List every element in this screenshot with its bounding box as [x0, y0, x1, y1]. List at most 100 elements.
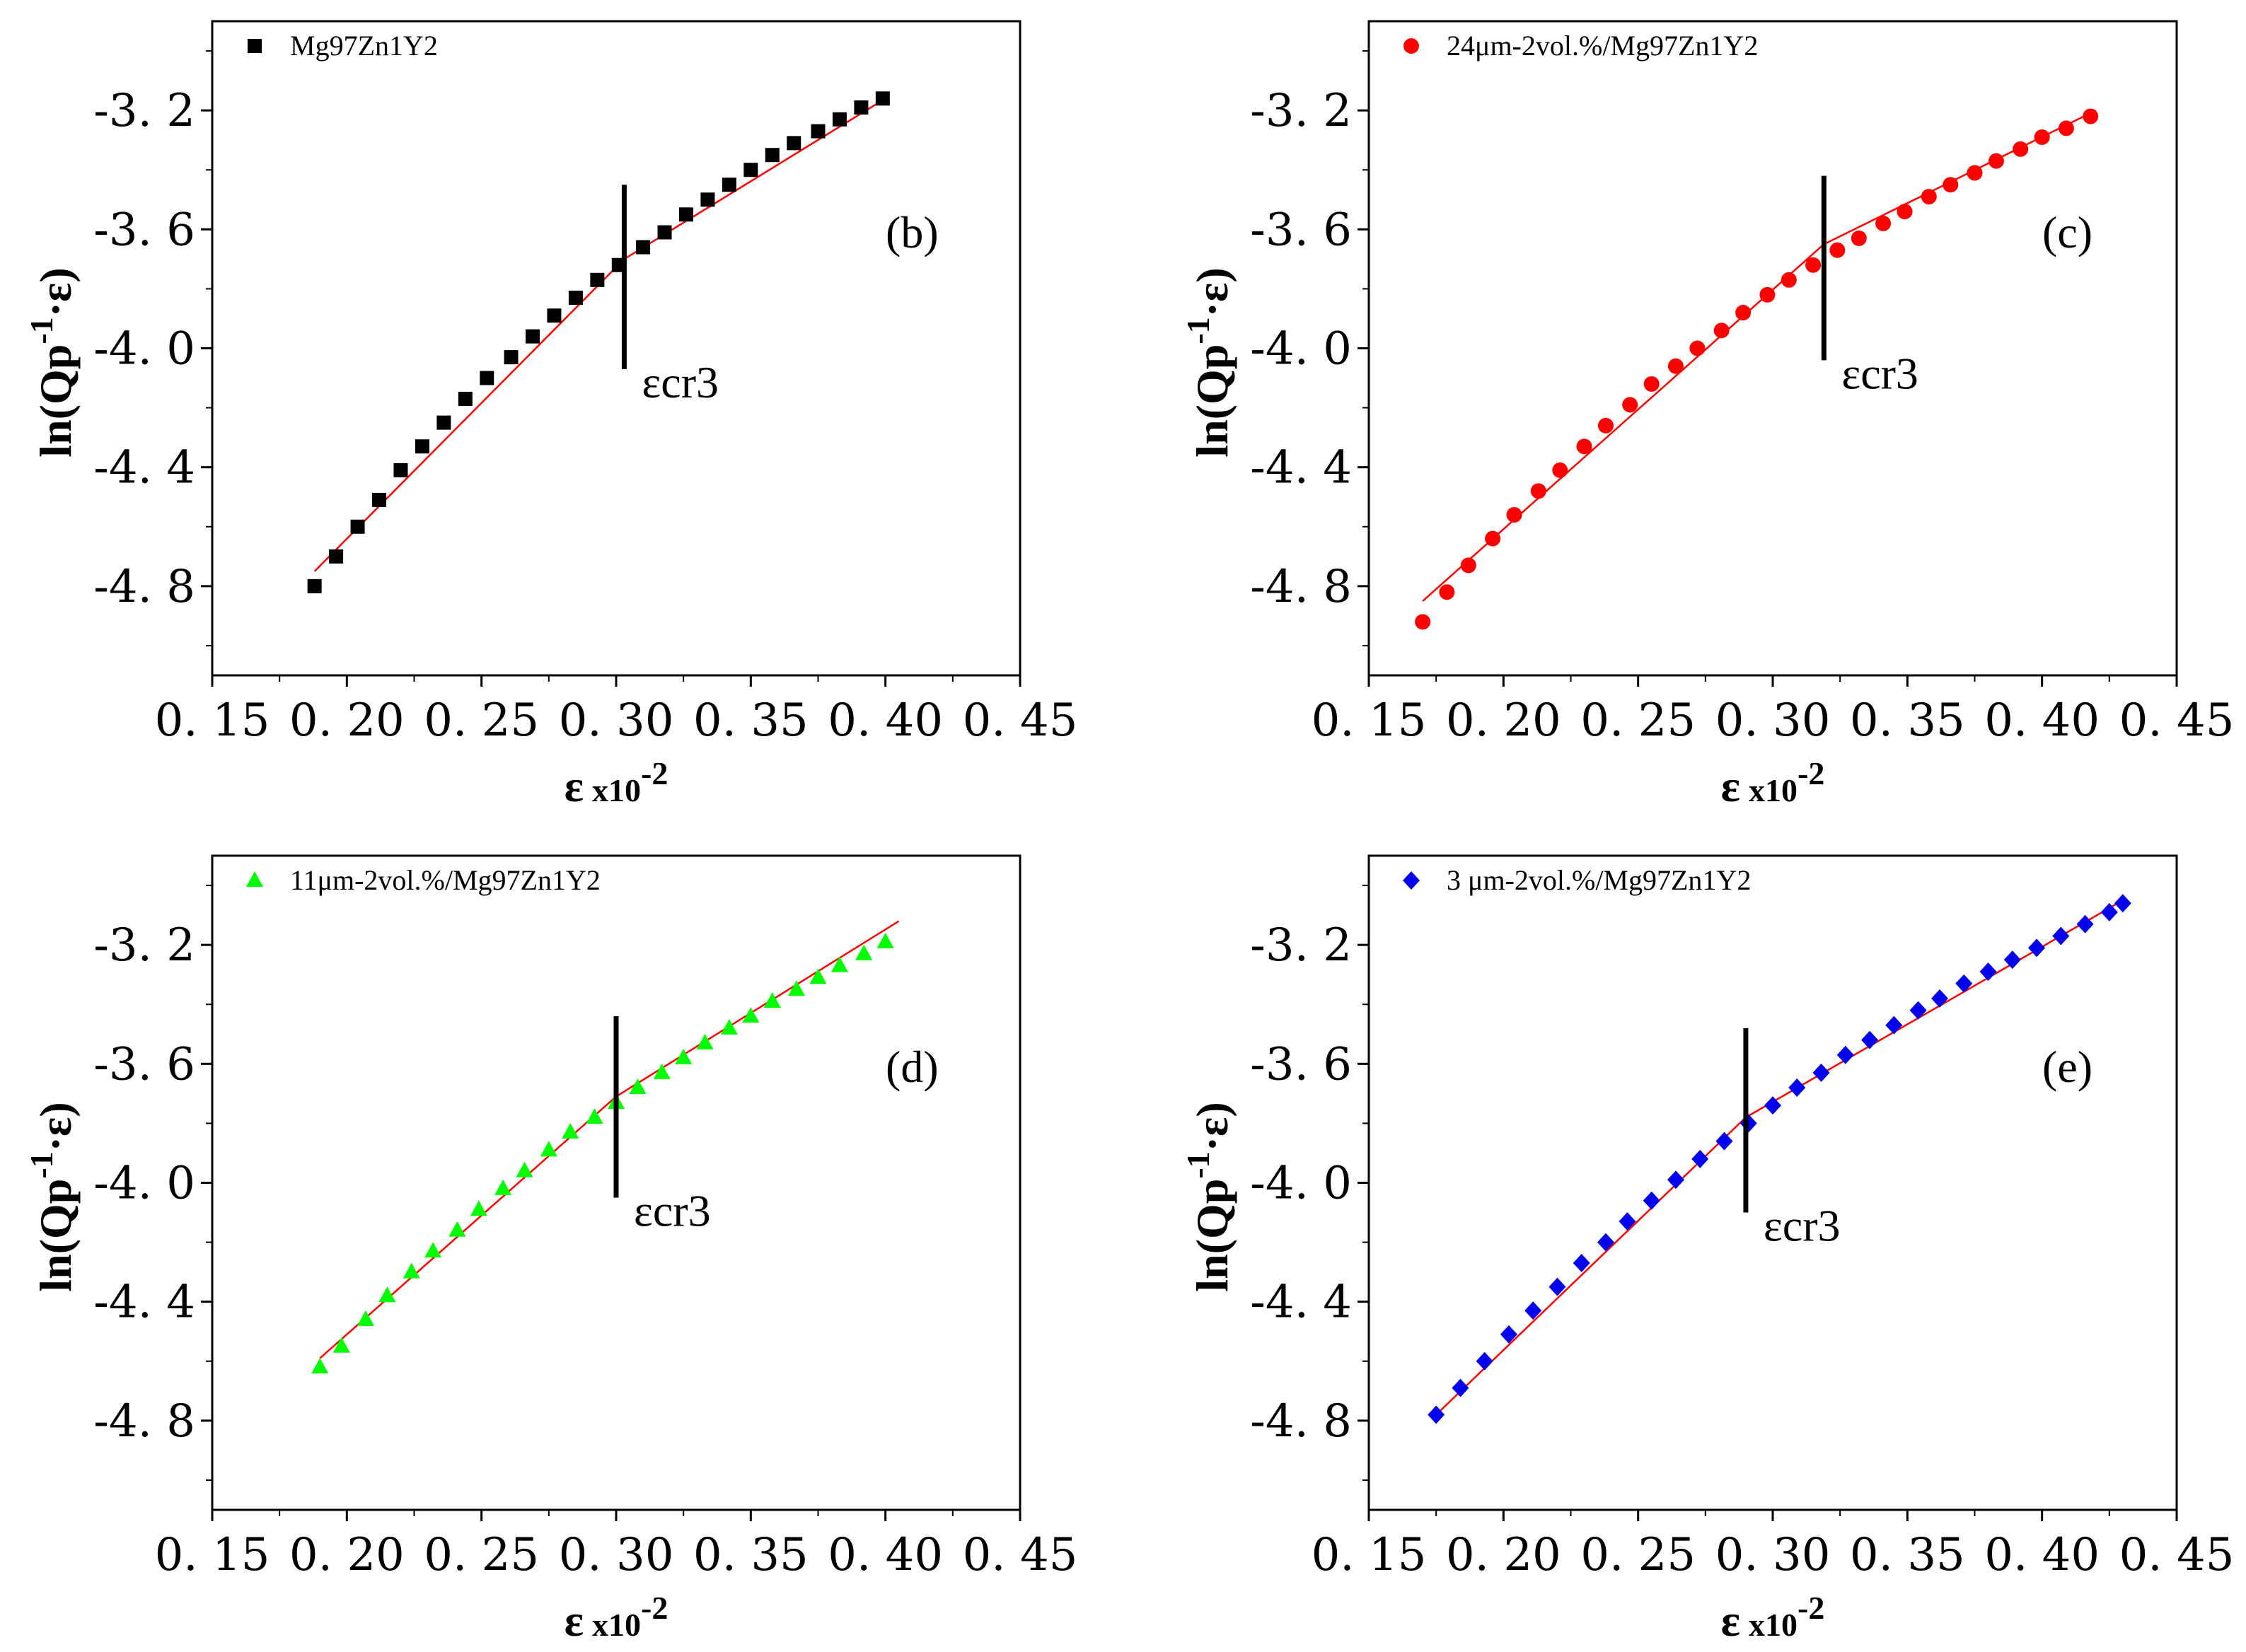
x-axis-title: ε x10-2: [1721, 755, 1825, 811]
y-tick-label: -4. 4: [93, 442, 195, 494]
data-point: [1805, 257, 1822, 273]
data-point: [568, 291, 583, 306]
data-point: [1460, 557, 1476, 574]
data-point: [742, 1007, 760, 1023]
data-point: [788, 980, 806, 996]
fit-line: [319, 1095, 617, 1359]
data-point: [480, 371, 494, 385]
data-point: [1897, 204, 1913, 220]
data-point: [378, 1286, 396, 1303]
data-point: [403, 1262, 420, 1279]
data-point: [675, 1048, 693, 1064]
y-tick-label: -4. 4: [1250, 1276, 1352, 1329]
legend-marker: [1403, 38, 1419, 54]
data-point: [875, 91, 890, 106]
y-tick-label: -3. 2: [93, 85, 195, 137]
data-point: [1921, 189, 1937, 205]
legend-label: Mg97Zn1Y2: [290, 30, 438, 62]
x-tick-label: 0. 35: [693, 694, 809, 747]
data-point: [415, 439, 429, 454]
x-axis-title: ε x10-2: [1721, 1590, 1825, 1646]
data-point: [1909, 1001, 1927, 1020]
data-point: [743, 163, 758, 178]
data-point: [854, 100, 869, 115]
y-tick-label: -4. 0: [93, 323, 195, 376]
x-tick-label: 0. 35: [1850, 694, 1965, 747]
data-point: [1851, 230, 1867, 246]
data-point: [787, 136, 801, 151]
x-tick-label: 0. 30: [1715, 1529, 1831, 1581]
data-point: [448, 1221, 466, 1237]
data-point: [1812, 1063, 1830, 1082]
y-tick-label: -3. 2: [1250, 85, 1352, 137]
data-point: [1740, 1114, 1757, 1133]
y-tick-label: -4. 0: [93, 1158, 195, 1210]
data-point: [678, 207, 693, 222]
y-tick-label: -3. 2: [93, 919, 195, 972]
data-point: [1452, 1378, 1469, 1397]
data-point: [332, 1337, 350, 1353]
data-point: [1781, 272, 1797, 288]
data-point: [2100, 902, 2118, 921]
data-point: [1506, 506, 1522, 523]
data-point: [1955, 974, 1973, 993]
data-point: [636, 240, 651, 255]
data-point: [1829, 242, 1846, 258]
x-tick-label: 0. 35: [693, 1529, 809, 1581]
legend-label: 24μm-2vol.%/Mg97Zn1Y2: [1447, 30, 1758, 62]
data-point: [1549, 1277, 1566, 1296]
data-point: [2013, 141, 2029, 157]
data-point: [657, 225, 672, 240]
x-tick-label: 0. 30: [559, 1529, 674, 1581]
data-point: [1576, 438, 1592, 455]
y-tick-label: -3. 6: [93, 1038, 195, 1090]
critical-strain-label: εcr3: [1841, 348, 1918, 398]
data-point: [830, 956, 848, 972]
x-tick-label: 0. 40: [828, 1529, 943, 1581]
data-point: [1622, 397, 1638, 413]
data-point: [1597, 1233, 1614, 1252]
data-point: [1979, 962, 1997, 981]
x-tick-label: 0. 25: [1580, 694, 1696, 747]
data-point: [350, 519, 365, 534]
data-point: [590, 272, 605, 287]
critical-strain-label: εcr3: [642, 357, 719, 407]
data-point: [1439, 584, 1455, 600]
x-axis-title: ε x10-2: [565, 1590, 668, 1646]
data-point: [832, 112, 847, 127]
y-axis-title: ln(Qp-1·ε): [23, 267, 81, 457]
y-tick-label: -3. 6: [93, 204, 195, 256]
x-tick-label: 0. 30: [559, 694, 674, 747]
panel-label: (d): [886, 1042, 939, 1092]
data-point: [494, 1179, 512, 1195]
y-axis-title: ln(Qp-1·ε): [23, 1102, 81, 1291]
data-point: [562, 1123, 579, 1139]
x-tick-label: 0. 45: [2119, 1529, 2235, 1581]
data-point: [1759, 286, 1776, 303]
x-tick-label: 0. 25: [1580, 1529, 1696, 1581]
x-tick-label: 0. 25: [424, 1529, 539, 1581]
x-tick-label: 0. 30: [1715, 694, 1831, 747]
data-point: [307, 578, 322, 593]
data-point: [1713, 322, 1730, 339]
data-point: [653, 1063, 671, 1079]
data-point: [2076, 914, 2094, 933]
data-point: [1667, 1170, 1684, 1189]
data-point: [1764, 1096, 1781, 1115]
data-point: [547, 308, 562, 323]
data-point: [1931, 989, 1949, 1008]
y-tick-label: -4. 8: [93, 561, 195, 613]
data-point: [1524, 1301, 1542, 1320]
data-point: [1715, 1132, 1733, 1151]
x-tick-label: 0. 15: [155, 1529, 270, 1581]
x-tick-label: 0. 40: [1984, 1529, 2100, 1581]
x-tick-label: 0. 45: [2119, 694, 2235, 747]
data-point: [1691, 1149, 1709, 1168]
data-point: [1735, 305, 1752, 321]
data-point: [1788, 1078, 1806, 1097]
x-tick-label: 0. 45: [963, 1529, 1078, 1581]
fit-line: [1823, 110, 2097, 245]
x-tick-label: 0. 20: [1446, 694, 1561, 747]
data-point: [2114, 894, 2131, 913]
